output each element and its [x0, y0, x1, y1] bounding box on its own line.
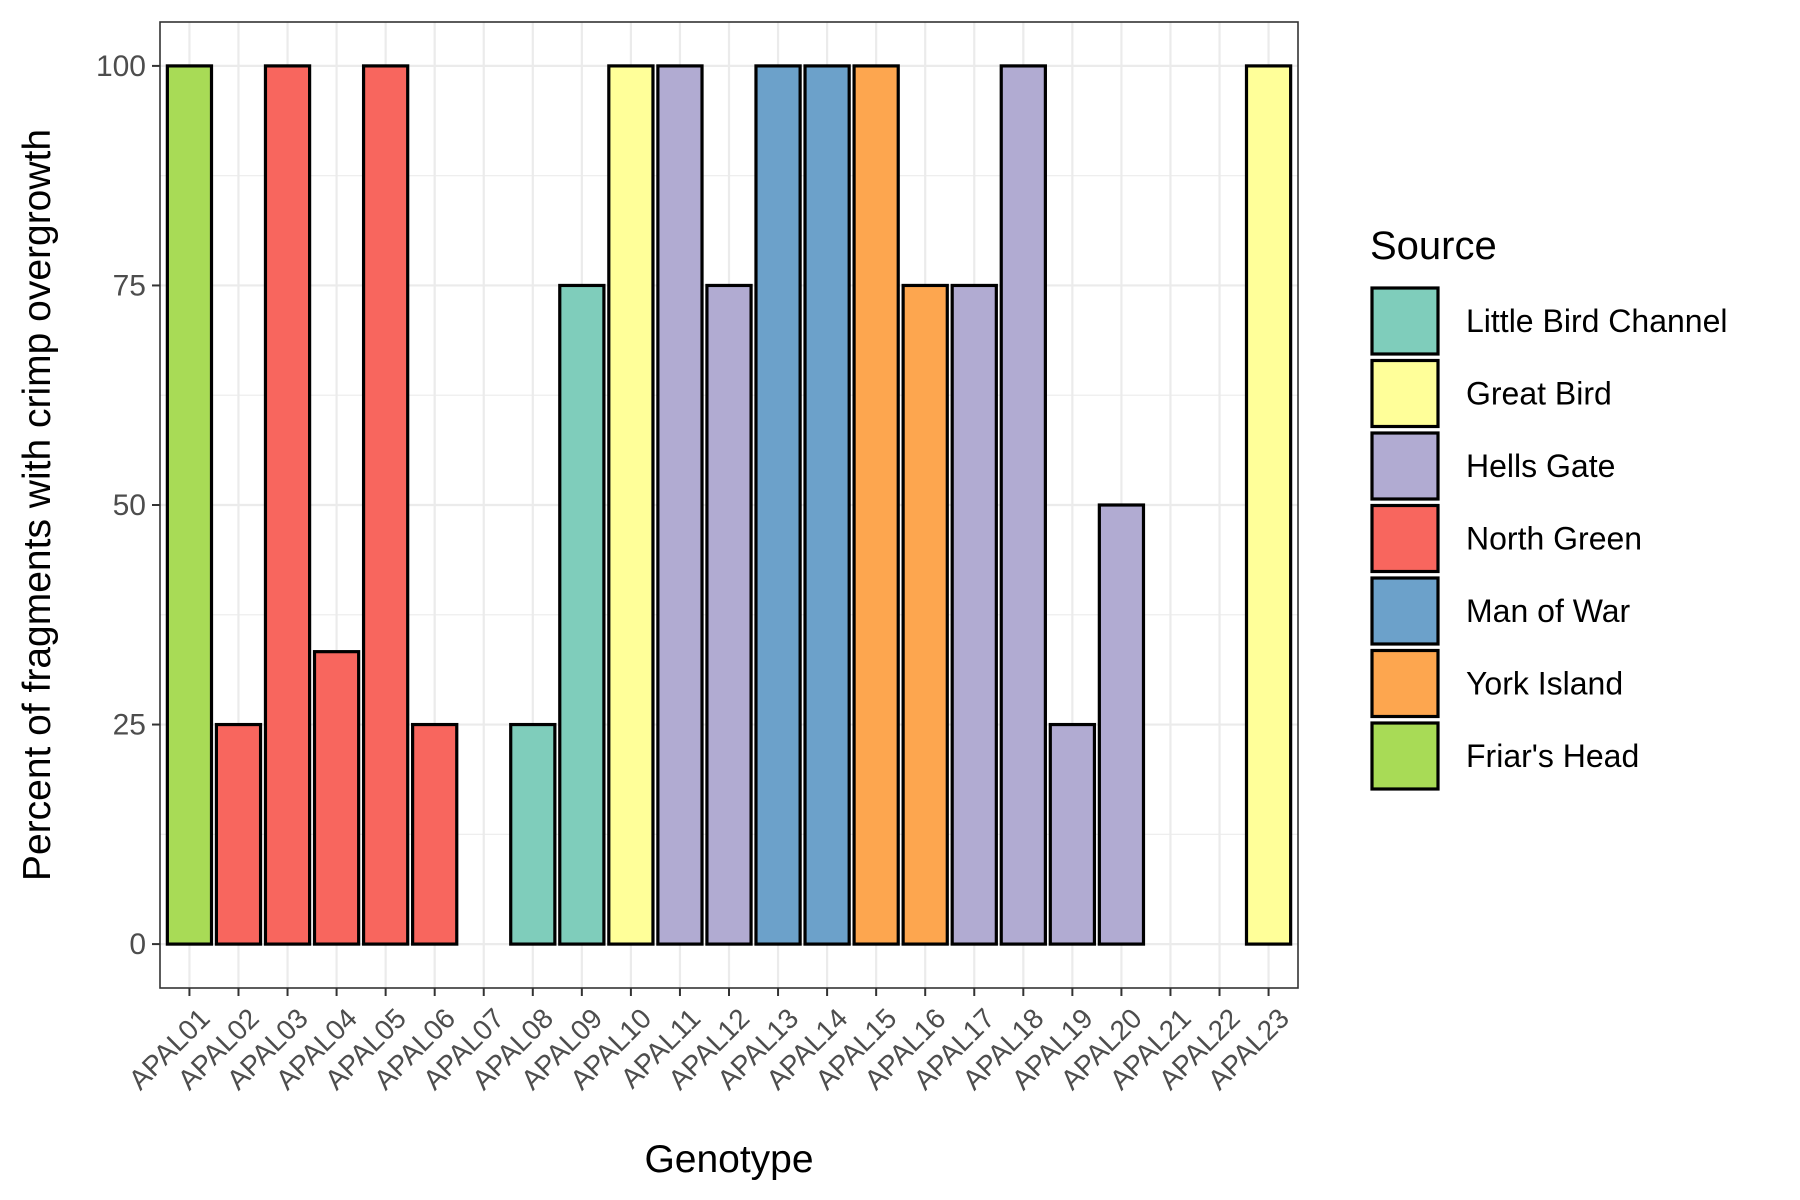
- bar-apal19: [1048, 722, 1097, 946]
- legend-key: [1370, 503, 1440, 574]
- legend-key: [1370, 431, 1440, 501]
- bar-apal17: [950, 283, 998, 946]
- bar-apal11: [656, 64, 704, 946]
- y-tick-label: 100: [96, 50, 146, 83]
- bar-apal06: [411, 722, 459, 946]
- bar-apal09: [558, 283, 606, 946]
- y-tick-label: 50: [113, 489, 146, 522]
- y-tick-label: 0: [129, 928, 146, 961]
- legend-title: Source: [1370, 224, 1497, 268]
- bar-apal16: [901, 283, 949, 946]
- y-tick-label: 75: [113, 269, 146, 302]
- bar-apal01: [165, 64, 214, 946]
- y-axis: 0 25 50 75 100: [96, 50, 160, 961]
- bar-apal02: [214, 722, 263, 946]
- bar-apal15: [852, 64, 900, 946]
- bar-apal23: [1244, 64, 1293, 946]
- legend-label: York Island: [1466, 666, 1623, 702]
- bar-apal10: [607, 64, 655, 946]
- legend-label: Great Bird: [1466, 376, 1612, 412]
- bar-apal03: [263, 64, 312, 946]
- legend-label: Man of War: [1466, 593, 1631, 629]
- legend-key: [1370, 721, 1440, 791]
- bar-apal05: [361, 64, 410, 946]
- x-axis: APAL01APAL02APAL03APAL04APAL05APAL06APAL…: [123, 988, 1295, 1096]
- bar-apal04: [312, 650, 361, 946]
- bar-apal20: [1097, 503, 1146, 946]
- bar-apal14: [803, 64, 851, 946]
- legend-key: [1370, 358, 1440, 429]
- legend-label: Little Bird Channel: [1466, 303, 1727, 339]
- legend-key: [1370, 648, 1440, 719]
- y-tick-label: 25: [113, 709, 146, 742]
- x-axis-title: Genotype: [644, 1138, 813, 1181]
- bars: [165, 64, 1293, 946]
- bar-apal12: [705, 283, 753, 946]
- legend-label: Hells Gate: [1466, 448, 1615, 484]
- legend-key: [1370, 576, 1440, 646]
- y-axis-title: Percent of fragments with crimp overgrow…: [16, 129, 59, 881]
- bar-apal18: [999, 64, 1047, 946]
- legend-label: North Green: [1466, 521, 1642, 557]
- legend-label: Friar's Head: [1466, 738, 1639, 774]
- bar-apal08: [509, 722, 557, 946]
- legend: Source Little Bird Channel Great Bird Hell…: [1370, 224, 1727, 791]
- legend-key: [1370, 286, 1440, 356]
- bar-apal13: [754, 64, 802, 946]
